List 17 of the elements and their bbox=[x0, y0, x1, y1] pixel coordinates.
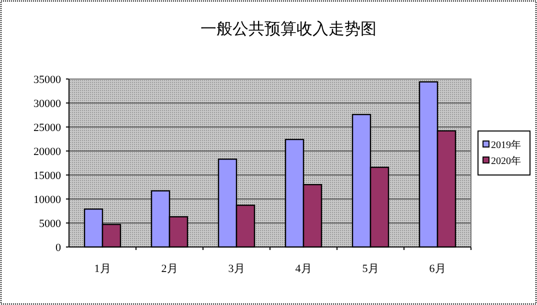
x-tick-label: 1月 bbox=[94, 263, 111, 275]
legend-label: 2020年 bbox=[491, 155, 521, 167]
x-tick-label: 3月 bbox=[228, 263, 245, 275]
chart-title: 一般公共预算收入走势图 bbox=[200, 20, 376, 38]
y-tick-label: 10000 bbox=[34, 194, 62, 206]
y-tick-label: 30000 bbox=[34, 98, 62, 110]
y-tick-label: 25000 bbox=[34, 122, 62, 134]
legend-label: 2019年 bbox=[491, 139, 521, 151]
y-tick-label: 0 bbox=[56, 242, 62, 254]
y-tick-label: 15000 bbox=[34, 170, 62, 182]
x-tick-label: 6月 bbox=[429, 263, 446, 275]
x-tick-label: 2月 bbox=[161, 263, 178, 275]
x-tick-label: 4月 bbox=[295, 263, 312, 275]
x-tick-label: 5月 bbox=[362, 263, 379, 275]
y-tick-label: 20000 bbox=[34, 146, 62, 158]
y-tick-label: 35000 bbox=[34, 74, 62, 86]
y-tick-label: 5000 bbox=[39, 218, 62, 230]
